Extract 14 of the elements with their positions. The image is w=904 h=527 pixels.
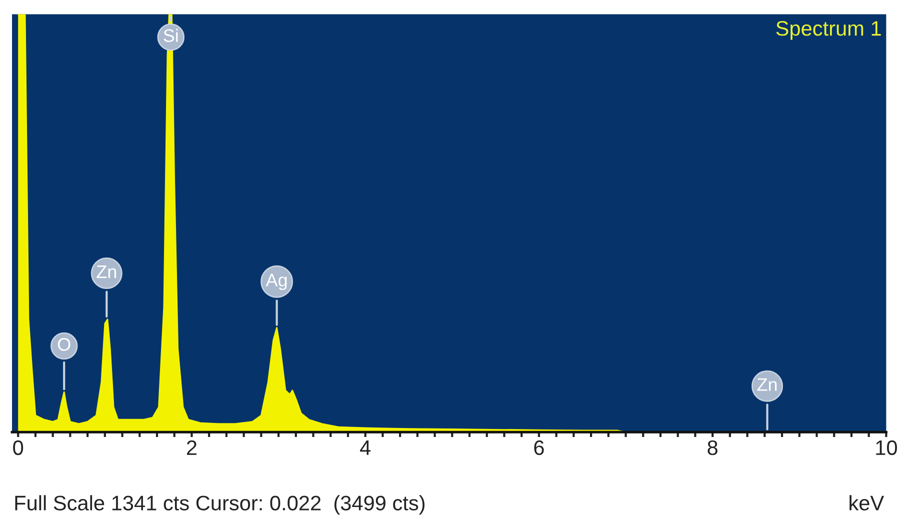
annotation: Zn (757, 378, 777, 391)
annotation: Zn (96, 266, 116, 278)
x-tick-label: 4 (360, 440, 371, 455)
x-tick-label: 10 (876, 440, 897, 456)
x-tick-label: 0 (13, 440, 24, 456)
annotation: Si (164, 28, 178, 42)
x-tick-label: 2 (186, 440, 196, 455)
text: Full Scale 1341 cts Cursor: 0.022 (3499 cts) (15, 495, 424, 515)
chart-title: Spectrum 1 (776, 21, 881, 40)
annotation: Ag (266, 274, 287, 290)
annotation: O (58, 338, 70, 351)
x-tick-label: 8 (708, 440, 718, 456)
x-axis-title: keV (850, 495, 884, 510)
x-tick-label: 6 (534, 440, 544, 456)
